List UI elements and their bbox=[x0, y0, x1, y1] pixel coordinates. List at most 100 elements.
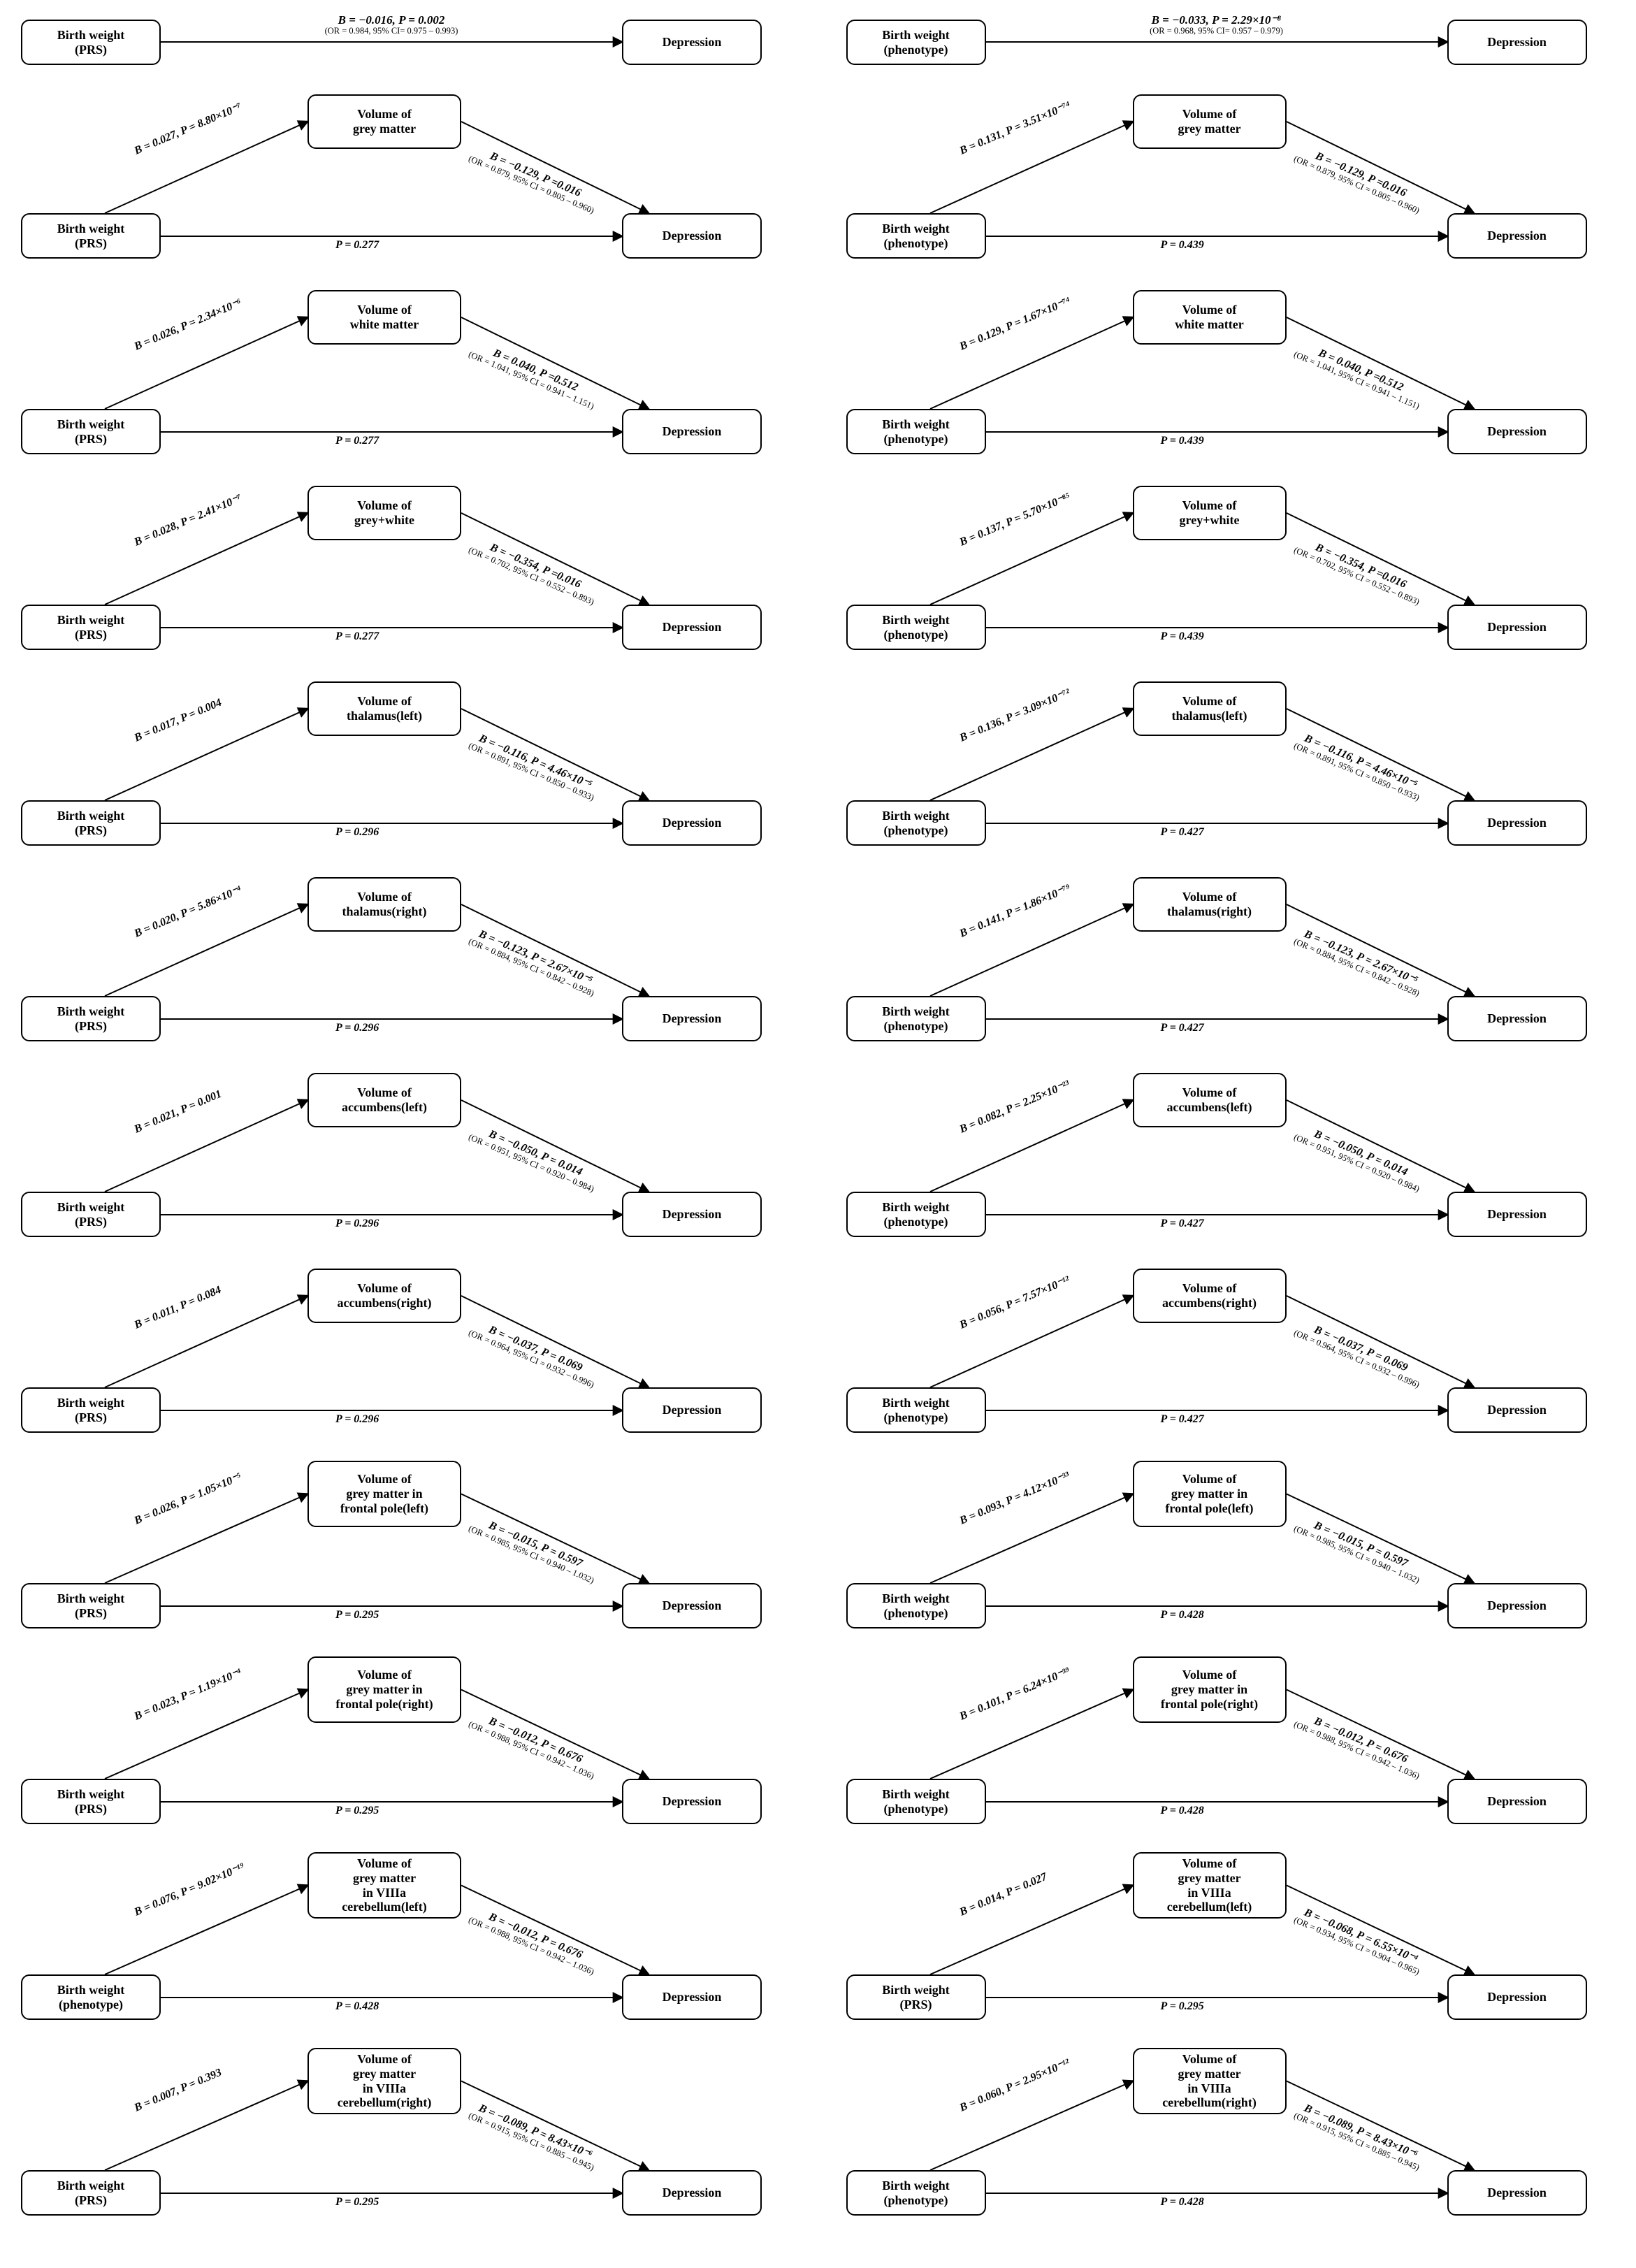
mediation-panel: Birth weight(phenotype) Volume ofgrey mat… bbox=[839, 91, 1623, 273]
predictor-box: Birth weight(PRS) bbox=[21, 996, 161, 1041]
outcome-box: Depression bbox=[622, 605, 762, 650]
outcome-box: Depression bbox=[622, 409, 762, 454]
outcome-box: Depression bbox=[622, 1779, 762, 1824]
outcome-box: Depression bbox=[1447, 800, 1587, 846]
mediator-box: Volume ofgrey matter infrontal pole(left… bbox=[1133, 1461, 1287, 1527]
mediation-panel: Birth weight(phenotype)Volume ofthalamus… bbox=[839, 678, 1623, 860]
path-c-label: P = 0.296 bbox=[335, 1218, 379, 1230]
path-c-label: P = 0.439 bbox=[1161, 240, 1204, 252]
direct-effect-label: B = −0.016, P = 0.002(OR = 0.984, 95% CI… bbox=[259, 14, 524, 36]
mediation-panel: Birth weight(PRS) Volume ofaccumbens(left… bbox=[14, 1069, 797, 1251]
mediator-box: Volume ofgrey matter bbox=[1133, 94, 1287, 149]
path-c-label: P = 0.427 bbox=[1161, 1218, 1204, 1230]
path-c-label: P = 0.277 bbox=[335, 631, 379, 643]
mediator-box: Volume ofgrey matterin VIIIacerebellum(r… bbox=[1133, 2048, 1287, 2114]
mediation-panel: Birth weight(phenotype)Volume ofgrey mat… bbox=[839, 2048, 1623, 2230]
outcome-box: Depression bbox=[622, 2170, 762, 2216]
mediation-panel: Birth weight(PRS) Volume ofgrey+white Depr… bbox=[14, 482, 797, 664]
mediator-box: Volume ofgrey+white bbox=[307, 486, 461, 540]
mediator-box: Volume ofthalamus(right) bbox=[307, 877, 461, 932]
mediation-panel: Birth weight(PRS)Volume ofaccumbens(righ… bbox=[14, 1265, 797, 1447]
predictor-box: Birth weight(PRS) bbox=[21, 409, 161, 454]
predictor-box: Birth weight(phenotype) bbox=[846, 1387, 986, 1433]
mediator-box: Volume ofthalamus(left) bbox=[307, 681, 461, 736]
mediation-panel: Birth weight(PRS)Volume ofgrey matterDep… bbox=[14, 91, 797, 273]
mediation-panel: Birth weight(phenotype) Volume ofgrey mat… bbox=[839, 1461, 1623, 1642]
outcome-box: Depression bbox=[1447, 2170, 1587, 2216]
outcome-box: Depression bbox=[622, 800, 762, 846]
path-c-label: P = 0.428 bbox=[1161, 1610, 1204, 1621]
path-c-label: P = 0.428 bbox=[335, 2001, 379, 2013]
mediator-box: Volume ofaccumbens(left) bbox=[1133, 1073, 1287, 1127]
mediator-box: Volume ofgrey matterin VIIIacerebellum(l… bbox=[1133, 1852, 1287, 1919]
mediator-box: Volume ofgrey matter infrontal pole(righ… bbox=[1133, 1656, 1287, 1723]
mediation-panel: Birth weight(PRS) Volume ofgrey matter in… bbox=[14, 1656, 797, 1838]
path-c-label: P = 0.427 bbox=[1161, 827, 1204, 839]
mediator-box: Volume ofgrey matter infrontal pole(left… bbox=[307, 1461, 461, 1527]
outcome-box: Depression bbox=[1447, 1779, 1587, 1824]
mediation-panel: Birth weight(phenotype) Volume ofgrey mat… bbox=[839, 1656, 1623, 1838]
mediator-box: Volume ofgrey matterin VIIIacerebellum(l… bbox=[307, 1852, 461, 1919]
direct-effect-panel: Birth weight(PRS)DepressionB = −0.016, P… bbox=[14, 14, 797, 77]
outcome-box: Depression bbox=[1447, 20, 1587, 65]
outcome-box: Depression bbox=[622, 213, 762, 259]
path-c-label: P = 0.277 bbox=[335, 240, 379, 252]
outcome-box: Depression bbox=[622, 996, 762, 1041]
outcome-box: Depression bbox=[622, 1974, 762, 2020]
predictor-box: Birth weight(phenotype) bbox=[846, 1779, 986, 1824]
mediation-panel: Birth weight(phenotype) Volume ofthalamus… bbox=[839, 874, 1623, 1055]
mediation-panel: Birth weight(phenotype) Volume ofwhite ma… bbox=[839, 287, 1623, 468]
mediation-panel: Birth weight(PRS)Volume ofgrey matterin … bbox=[839, 1852, 1623, 2034]
mediation-diagram-grid: Birth weight(PRS) Depression B = −0.016, P… bbox=[14, 14, 1622, 2230]
mediator-box: Volume ofaccumbens(left) bbox=[307, 1073, 461, 1127]
predictor-box: Birth weight(phenotype) bbox=[846, 20, 986, 65]
mediation-panel: Birth weight(PRS) Volume ofthalamus(left)… bbox=[14, 678, 797, 860]
predictor-box: Birth weight(phenotype) bbox=[846, 1192, 986, 1237]
mediator-box: Volume ofgrey matter infrontal pole(righ… bbox=[307, 1656, 461, 1723]
mediation-panel: Birth weight(phenotype) Volume ofgrey mat… bbox=[14, 1852, 797, 2034]
mediation-panel: Birth weight(PRS)Volume ofgrey matter in… bbox=[14, 1461, 797, 1642]
path-c-label: P = 0.296 bbox=[335, 1414, 379, 1426]
path-c-label: P = 0.427 bbox=[1161, 1023, 1204, 1034]
mediation-panel: Birth weight(phenotype)Volume ofgrey+whi… bbox=[839, 482, 1623, 664]
predictor-box: Birth weight(phenotype) bbox=[846, 996, 986, 1041]
outcome-box: Depression bbox=[622, 1192, 762, 1237]
predictor-box: Birth weight(PRS) bbox=[21, 213, 161, 259]
predictor-box: Birth weight(PRS) bbox=[21, 20, 161, 65]
mediator-box: Volume ofgrey matterin VIIIacerebellum(r… bbox=[307, 2048, 461, 2114]
mediation-panel: Birth weight(PRS) Volume ofthalamus(right… bbox=[14, 874, 797, 1055]
outcome-box: Depression bbox=[1447, 1192, 1587, 1237]
predictor-box: Birth weight(phenotype) bbox=[846, 605, 986, 650]
mediation-panel: Birth weight(PRS) Volume ofgrey matterin … bbox=[14, 2048, 797, 2230]
path-c-label: P = 0.428 bbox=[1161, 2197, 1204, 2209]
predictor-box: Birth weight(PRS) bbox=[21, 800, 161, 846]
path-c-label: P = 0.439 bbox=[1161, 435, 1204, 447]
predictor-box: Birth weight(phenotype) bbox=[21, 1974, 161, 2020]
mediator-box: Volume ofthalamus(left) bbox=[1133, 681, 1287, 736]
predictor-box: Birth weight(phenotype) bbox=[846, 409, 986, 454]
mediator-box: Volume ofthalamus(right) bbox=[1133, 877, 1287, 932]
path-c-label: P = 0.296 bbox=[335, 827, 379, 839]
direct-effect-label: B = −0.033, P = 2.29×10⁻⁸(OR = 0.968, 95… bbox=[1084, 14, 1349, 36]
direct-effect-panel: Birth weight(phenotype) Depression B = −0.… bbox=[839, 14, 1623, 77]
outcome-box: Depression bbox=[1447, 1583, 1587, 1628]
mediator-box: Volume ofwhite matter bbox=[1133, 290, 1287, 345]
predictor-box: Birth weight(PRS) bbox=[21, 1192, 161, 1237]
predictor-box: Birth weight(PRS) bbox=[21, 605, 161, 650]
predictor-box: Birth weight(PRS) bbox=[21, 1779, 161, 1824]
mediation-panel: Birth weight(phenotype) Volume ofaccumben… bbox=[839, 1265, 1623, 1447]
outcome-box: Depression bbox=[1447, 213, 1587, 259]
path-c-label: P = 0.296 bbox=[335, 1023, 379, 1034]
mediation-panel: Birth weight(phenotype) Volume ofaccumben… bbox=[839, 1069, 1623, 1251]
predictor-box: Birth weight(PRS) bbox=[21, 2170, 161, 2216]
outcome-box: Depression bbox=[1447, 605, 1587, 650]
predictor-box: Birth weight(phenotype) bbox=[846, 213, 986, 259]
mediator-box: Volume ofwhite matter bbox=[307, 290, 461, 345]
outcome-box: Depression bbox=[1447, 409, 1587, 454]
mediation-panel: Birth weight(PRS) Volume ofwhite matter De… bbox=[14, 287, 797, 468]
outcome-box: Depression bbox=[622, 1583, 762, 1628]
path-c-label: P = 0.427 bbox=[1161, 1414, 1204, 1426]
outcome-box: Depression bbox=[622, 1387, 762, 1433]
mediator-box: Volume ofaccumbens(right) bbox=[1133, 1269, 1287, 1323]
predictor-box: Birth weight(phenotype) bbox=[846, 1583, 986, 1628]
